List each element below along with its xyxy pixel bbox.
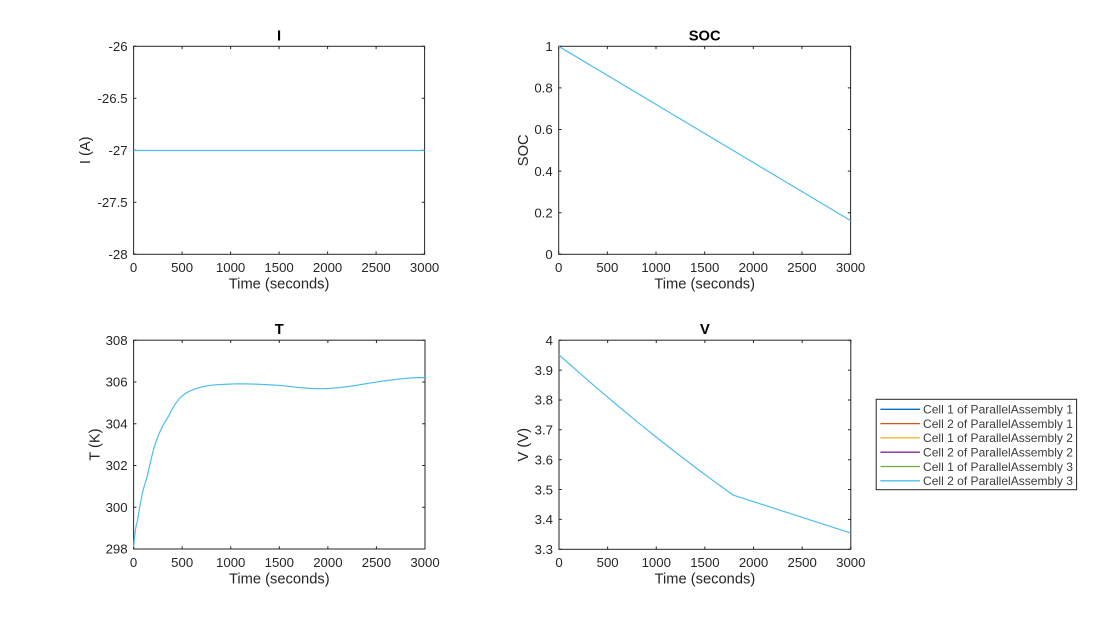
svg-text:1: 1 — [545, 39, 552, 54]
svg-text:298: 298 — [106, 542, 128, 557]
svg-text:500: 500 — [171, 260, 193, 275]
svg-text:V: V — [700, 322, 710, 338]
svg-text:1500: 1500 — [265, 555, 294, 570]
svg-text:306: 306 — [106, 375, 128, 390]
svg-text:-26.5: -26.5 — [98, 91, 128, 106]
svg-text:500: 500 — [596, 260, 618, 275]
svg-text:2500: 2500 — [362, 555, 391, 570]
svg-text:3.4: 3.4 — [535, 512, 553, 527]
svg-text:-27: -27 — [109, 143, 128, 158]
svg-text:0: 0 — [130, 555, 137, 570]
svg-text:3000: 3000 — [410, 260, 439, 275]
svg-text:304: 304 — [106, 416, 128, 431]
svg-text:3000: 3000 — [836, 555, 865, 570]
svg-text:T: T — [275, 322, 284, 338]
svg-text:1000: 1000 — [642, 555, 671, 570]
svg-text:SOC: SOC — [689, 28, 721, 44]
svg-text:1000: 1000 — [216, 555, 245, 570]
svg-text:Cell 2 of ParallelAssembly 1: Cell 2 of ParallelAssembly 1 — [923, 417, 1073, 431]
svg-text:SOC: SOC — [516, 134, 532, 166]
svg-text:2500: 2500 — [787, 260, 816, 275]
svg-text:-27.5: -27.5 — [98, 195, 128, 210]
svg-text:1500: 1500 — [690, 260, 719, 275]
svg-text:4: 4 — [546, 333, 553, 348]
svg-text:500: 500 — [597, 555, 619, 570]
svg-text:Time (seconds): Time (seconds) — [229, 571, 330, 587]
svg-text:2000: 2000 — [313, 260, 342, 275]
svg-text:2000: 2000 — [739, 555, 768, 570]
svg-text:3.5: 3.5 — [535, 482, 553, 497]
svg-text:0: 0 — [545, 247, 552, 262]
svg-text:2500: 2500 — [361, 260, 390, 275]
svg-text:-28: -28 — [109, 247, 128, 262]
svg-text:3000: 3000 — [410, 555, 439, 570]
svg-text:Cell 2 of ParallelAssembly 2: Cell 2 of ParallelAssembly 2 — [923, 446, 1073, 460]
svg-text:308: 308 — [106, 333, 128, 348]
svg-text:I (A): I (A) — [78, 136, 94, 164]
svg-text:3.7: 3.7 — [535, 423, 553, 438]
svg-text:2500: 2500 — [787, 555, 816, 570]
svg-text:3000: 3000 — [836, 260, 865, 275]
svg-text:V (V): V (V) — [516, 428, 532, 461]
svg-text:1500: 1500 — [264, 260, 293, 275]
svg-text:I: I — [277, 28, 281, 44]
svg-text:3.3: 3.3 — [535, 542, 553, 557]
svg-text:1000: 1000 — [216, 260, 245, 275]
svg-text:Cell 1 of ParallelAssembly 1: Cell 1 of ParallelAssembly 1 — [923, 403, 1073, 417]
svg-text:0.2: 0.2 — [534, 205, 552, 220]
svg-text:Time (seconds): Time (seconds) — [229, 277, 330, 293]
svg-text:-26: -26 — [109, 39, 128, 54]
svg-text:T (K): T (K) — [88, 428, 104, 460]
svg-text:3.6: 3.6 — [535, 452, 553, 467]
svg-text:2000: 2000 — [313, 555, 342, 570]
svg-text:0: 0 — [555, 260, 562, 275]
svg-text:Time (seconds): Time (seconds) — [654, 277, 755, 293]
svg-text:Cell 1 of ParallelAssembly 2: Cell 1 of ParallelAssembly 2 — [923, 431, 1073, 445]
svg-text:3.8: 3.8 — [535, 393, 553, 408]
svg-text:500: 500 — [171, 555, 193, 570]
svg-text:Cell 1 of ParallelAssembly 3: Cell 1 of ParallelAssembly 3 — [923, 460, 1073, 474]
svg-text:0.6: 0.6 — [534, 122, 552, 137]
svg-text:0.8: 0.8 — [534, 81, 552, 96]
svg-text:0: 0 — [130, 260, 137, 275]
svg-text:0.4: 0.4 — [534, 164, 552, 179]
svg-text:302: 302 — [106, 458, 128, 473]
svg-text:Cell 2 of ParallelAssembly 3: Cell 2 of ParallelAssembly 3 — [923, 474, 1073, 488]
svg-text:2000: 2000 — [739, 260, 768, 275]
svg-text:0: 0 — [555, 555, 562, 570]
svg-text:3.9: 3.9 — [535, 363, 553, 378]
svg-text:1500: 1500 — [690, 555, 719, 570]
svg-text:Time (seconds): Time (seconds) — [655, 572, 756, 588]
svg-text:300: 300 — [106, 500, 128, 515]
svg-text:1000: 1000 — [641, 260, 670, 275]
